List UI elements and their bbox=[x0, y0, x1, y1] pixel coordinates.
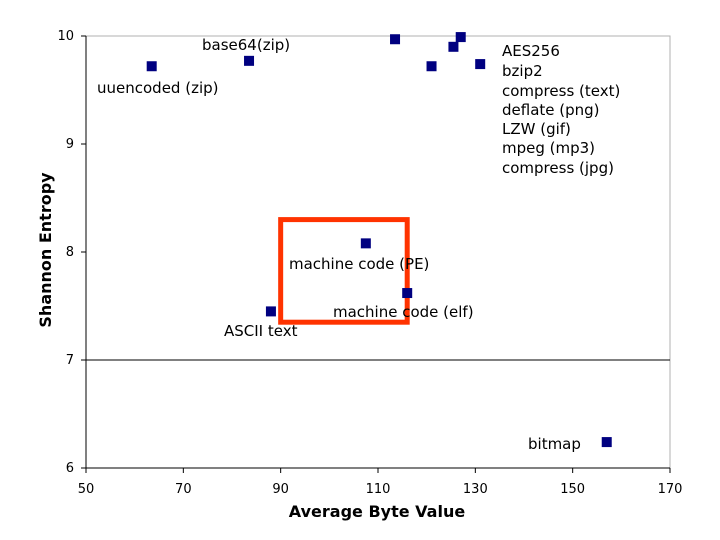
x-tick-label: 150 bbox=[560, 482, 585, 497]
data-point bbox=[265, 306, 276, 317]
x-tick-label: 170 bbox=[658, 482, 683, 497]
x-tick-label: 110 bbox=[366, 482, 391, 497]
y-tick-label: 10 bbox=[57, 29, 74, 44]
annotation-aes256: AES256 bbox=[502, 42, 560, 60]
y-tick-label: 7 bbox=[66, 353, 74, 368]
y-tick-label: 6 bbox=[66, 461, 74, 476]
x-tick-label: 90 bbox=[272, 482, 289, 497]
annotation-uuencoded-zip: uuencoded (zip) bbox=[97, 79, 218, 97]
highlight-box bbox=[278, 217, 410, 325]
x-tick-label: 50 bbox=[78, 482, 95, 497]
y-tick-label: 9 bbox=[66, 137, 74, 152]
highlight-box-group bbox=[278, 217, 410, 325]
annotation-ascii-text: ASCII text bbox=[224, 322, 298, 340]
annotation-machine-code-pe: machine code (PE) bbox=[289, 255, 429, 273]
annotation-machine-code-elf: machine code (elf) bbox=[333, 303, 474, 321]
annotation-base64-zip: base64(zip) bbox=[202, 36, 290, 54]
data-point bbox=[448, 41, 459, 52]
data-point bbox=[146, 61, 157, 72]
data-point bbox=[475, 59, 486, 70]
y-tick-label: 8 bbox=[66, 245, 74, 260]
annotation-compress-text: compress (text) bbox=[502, 82, 620, 100]
data-point bbox=[390, 34, 401, 45]
annotation-deflate-png: deflate (png) bbox=[502, 101, 600, 119]
annotation-lzw-gif: LZW (gif) bbox=[502, 120, 571, 138]
data-points bbox=[146, 32, 612, 448]
data-point bbox=[402, 288, 413, 299]
data-point bbox=[426, 61, 437, 72]
annotation-bzip2: bzip2 bbox=[502, 62, 543, 80]
data-point bbox=[360, 238, 371, 249]
data-point bbox=[455, 32, 466, 43]
x-tick-label: 130 bbox=[463, 482, 488, 497]
y-axis-ticks: 6 7 8 9 10 bbox=[57, 29, 86, 476]
annotation-mpeg-mp3: mpeg (mp3) bbox=[502, 139, 595, 157]
x-axis-ticks: 50 70 90 110 130 150 170 bbox=[78, 468, 683, 497]
annotation-compress-jpg: compress (jpg) bbox=[502, 159, 614, 177]
data-point bbox=[601, 437, 612, 448]
annotation-bitmap: bitmap bbox=[528, 435, 581, 453]
y-axis-title: Shannon Entropy bbox=[36, 172, 55, 328]
x-tick-label: 70 bbox=[175, 482, 192, 497]
data-point bbox=[244, 55, 255, 66]
x-axis-title: Average Byte Value bbox=[289, 502, 466, 521]
